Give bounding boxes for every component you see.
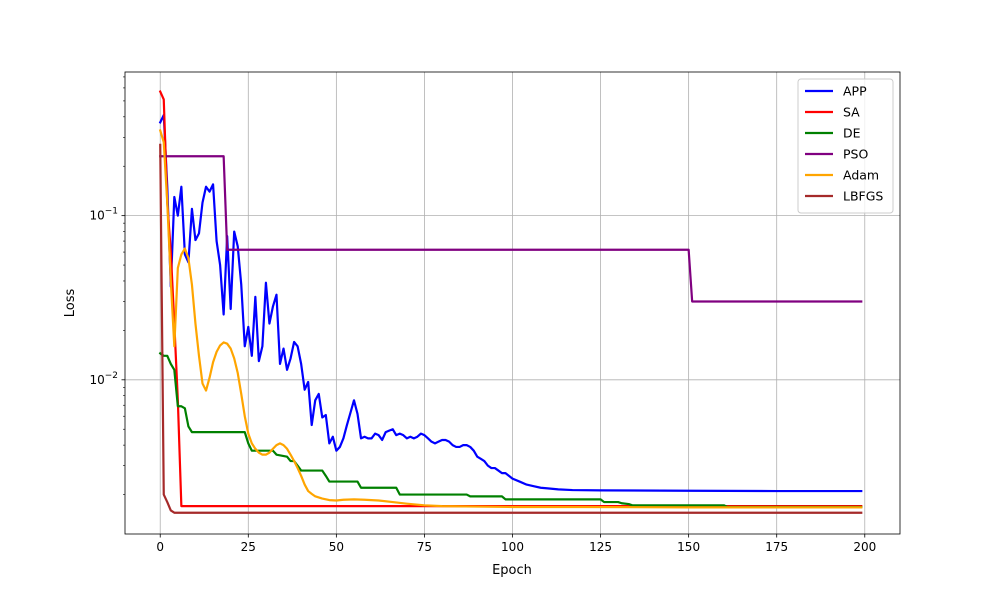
x-tick-label: 75 xyxy=(417,540,432,554)
legend-label-de: DE xyxy=(843,126,861,141)
x-tick-label: 175 xyxy=(765,540,788,554)
x-tick-label: 150 xyxy=(677,540,700,554)
series-line-pso xyxy=(159,155,863,303)
x-axis-label: Epoch xyxy=(492,563,532,578)
y-axis-label: Loss xyxy=(63,289,78,318)
x-tick-label: 200 xyxy=(853,540,876,554)
legend-label-sa: SA xyxy=(843,105,860,120)
legend-label-lbfgs: LBFGS xyxy=(843,189,883,204)
series-line-app xyxy=(158,113,863,493)
x-tick-label: 50 xyxy=(329,540,344,554)
x-tick-label: 25 xyxy=(241,540,256,554)
series-lines xyxy=(158,90,863,514)
x-tick-label: 125 xyxy=(589,540,612,554)
x-tick-label: 100 xyxy=(501,540,524,554)
series-line-sa xyxy=(158,90,863,508)
legend-label-adam: Adam xyxy=(843,168,879,183)
series-line-lbfgs xyxy=(159,143,863,514)
legend-label-pso: PSO xyxy=(843,147,868,162)
legend: APP SA DE PSO Adam LBFGS xyxy=(797,78,894,214)
series-line-adam xyxy=(158,129,863,509)
series-line-de xyxy=(158,351,863,509)
legend-label-app: APP xyxy=(843,84,867,99)
x-tick-label: 0 xyxy=(156,540,164,554)
